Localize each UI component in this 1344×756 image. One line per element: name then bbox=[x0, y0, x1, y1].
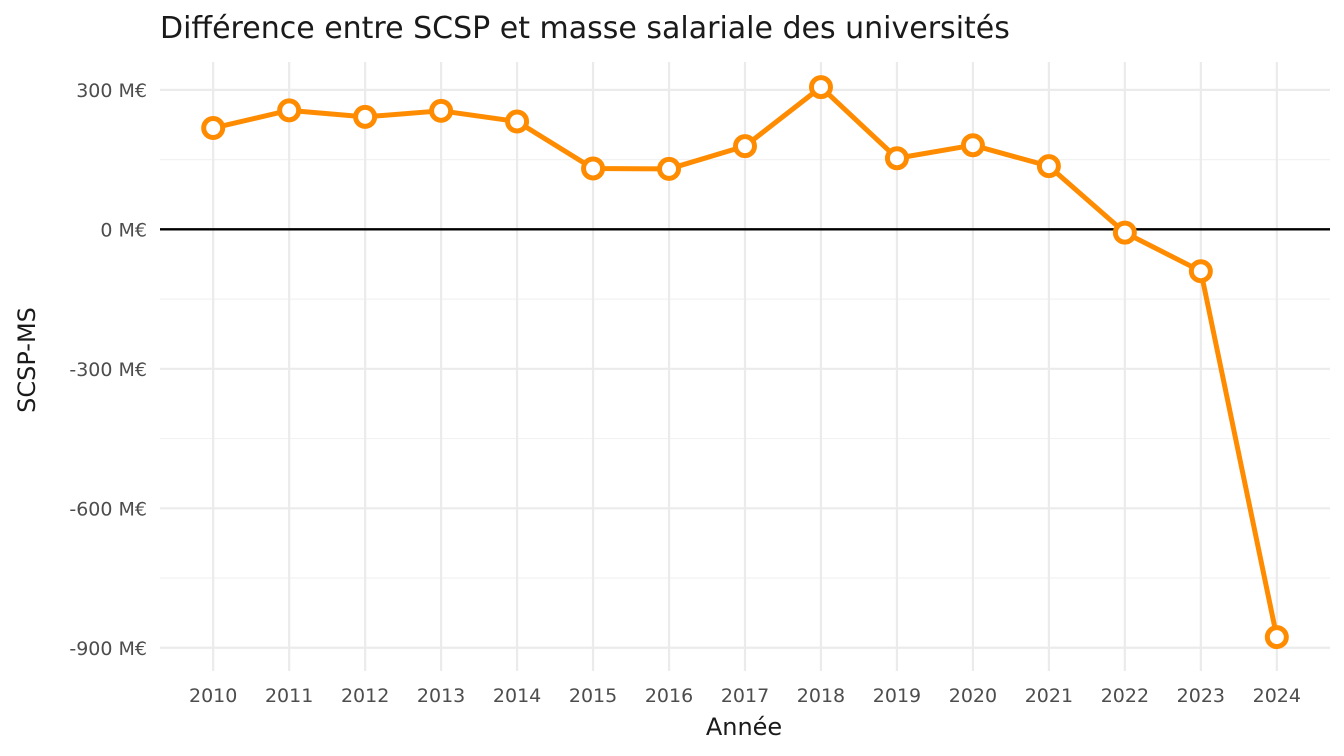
data-point-2018 bbox=[808, 75, 833, 100]
x-axis-title: Année bbox=[706, 713, 782, 741]
chart-title: Différence entre SCSP et masse salariale… bbox=[160, 11, 1010, 46]
x-tick-label-2023: 2023 bbox=[1177, 685, 1225, 707]
y-tick-label-0: 300 M€ bbox=[76, 80, 147, 102]
data-point-2012 bbox=[353, 104, 378, 129]
y-axis-title: SCSP-MS bbox=[13, 307, 41, 413]
y-tick-label-3: -600 M€ bbox=[69, 498, 147, 520]
data-point-2019 bbox=[884, 146, 909, 171]
x-tick-label-2011: 2011 bbox=[265, 685, 313, 707]
data-point-2015 bbox=[581, 156, 606, 181]
x-tick-label-2012: 2012 bbox=[341, 685, 389, 707]
data-point-2024 bbox=[1264, 625, 1289, 650]
data-point-2022 bbox=[1112, 220, 1137, 245]
x-tick-label-2021: 2021 bbox=[1025, 685, 1073, 707]
x-tick-label-2013: 2013 bbox=[417, 685, 465, 707]
x-tick-label-2018: 2018 bbox=[797, 685, 845, 707]
x-axis-tick-labels: 2010 2011 2012 2013 2014 2015 2016 2017 2018 2019… bbox=[189, 685, 1301, 707]
data-point-2014 bbox=[505, 109, 530, 134]
y-tick-label-2: -300 M€ bbox=[69, 359, 147, 381]
y-axis-tick-labels: 300 M€ 0 M€ -300 M€ -600 M€ -900 M€ bbox=[69, 80, 147, 660]
x-tick-label-2022: 2022 bbox=[1101, 685, 1149, 707]
data-point-2021 bbox=[1036, 154, 1061, 179]
x-tick-label-2024: 2024 bbox=[1253, 685, 1301, 707]
x-tick-label-2016: 2016 bbox=[645, 685, 693, 707]
x-tick-label-2017: 2017 bbox=[721, 685, 769, 707]
y-tick-label-4: -900 M€ bbox=[69, 638, 147, 660]
data-point-2010 bbox=[201, 116, 226, 141]
data-point-2016 bbox=[657, 156, 682, 181]
data-point-2023 bbox=[1188, 259, 1213, 284]
data-point-2013 bbox=[429, 98, 454, 123]
x-tick-label-2019: 2019 bbox=[873, 685, 921, 707]
series-points bbox=[201, 75, 1289, 650]
x-tick-label-2014: 2014 bbox=[493, 685, 541, 707]
data-point-2017 bbox=[733, 134, 757, 159]
data-point-2020 bbox=[960, 133, 985, 158]
x-tick-label-2010: 2010 bbox=[189, 685, 237, 707]
data-point-2011 bbox=[277, 98, 302, 123]
x-tick-label-2020: 2020 bbox=[949, 685, 997, 707]
y-tick-label-1: 0 M€ bbox=[100, 219, 147, 241]
x-tick-label-2015: 2015 bbox=[569, 685, 617, 707]
